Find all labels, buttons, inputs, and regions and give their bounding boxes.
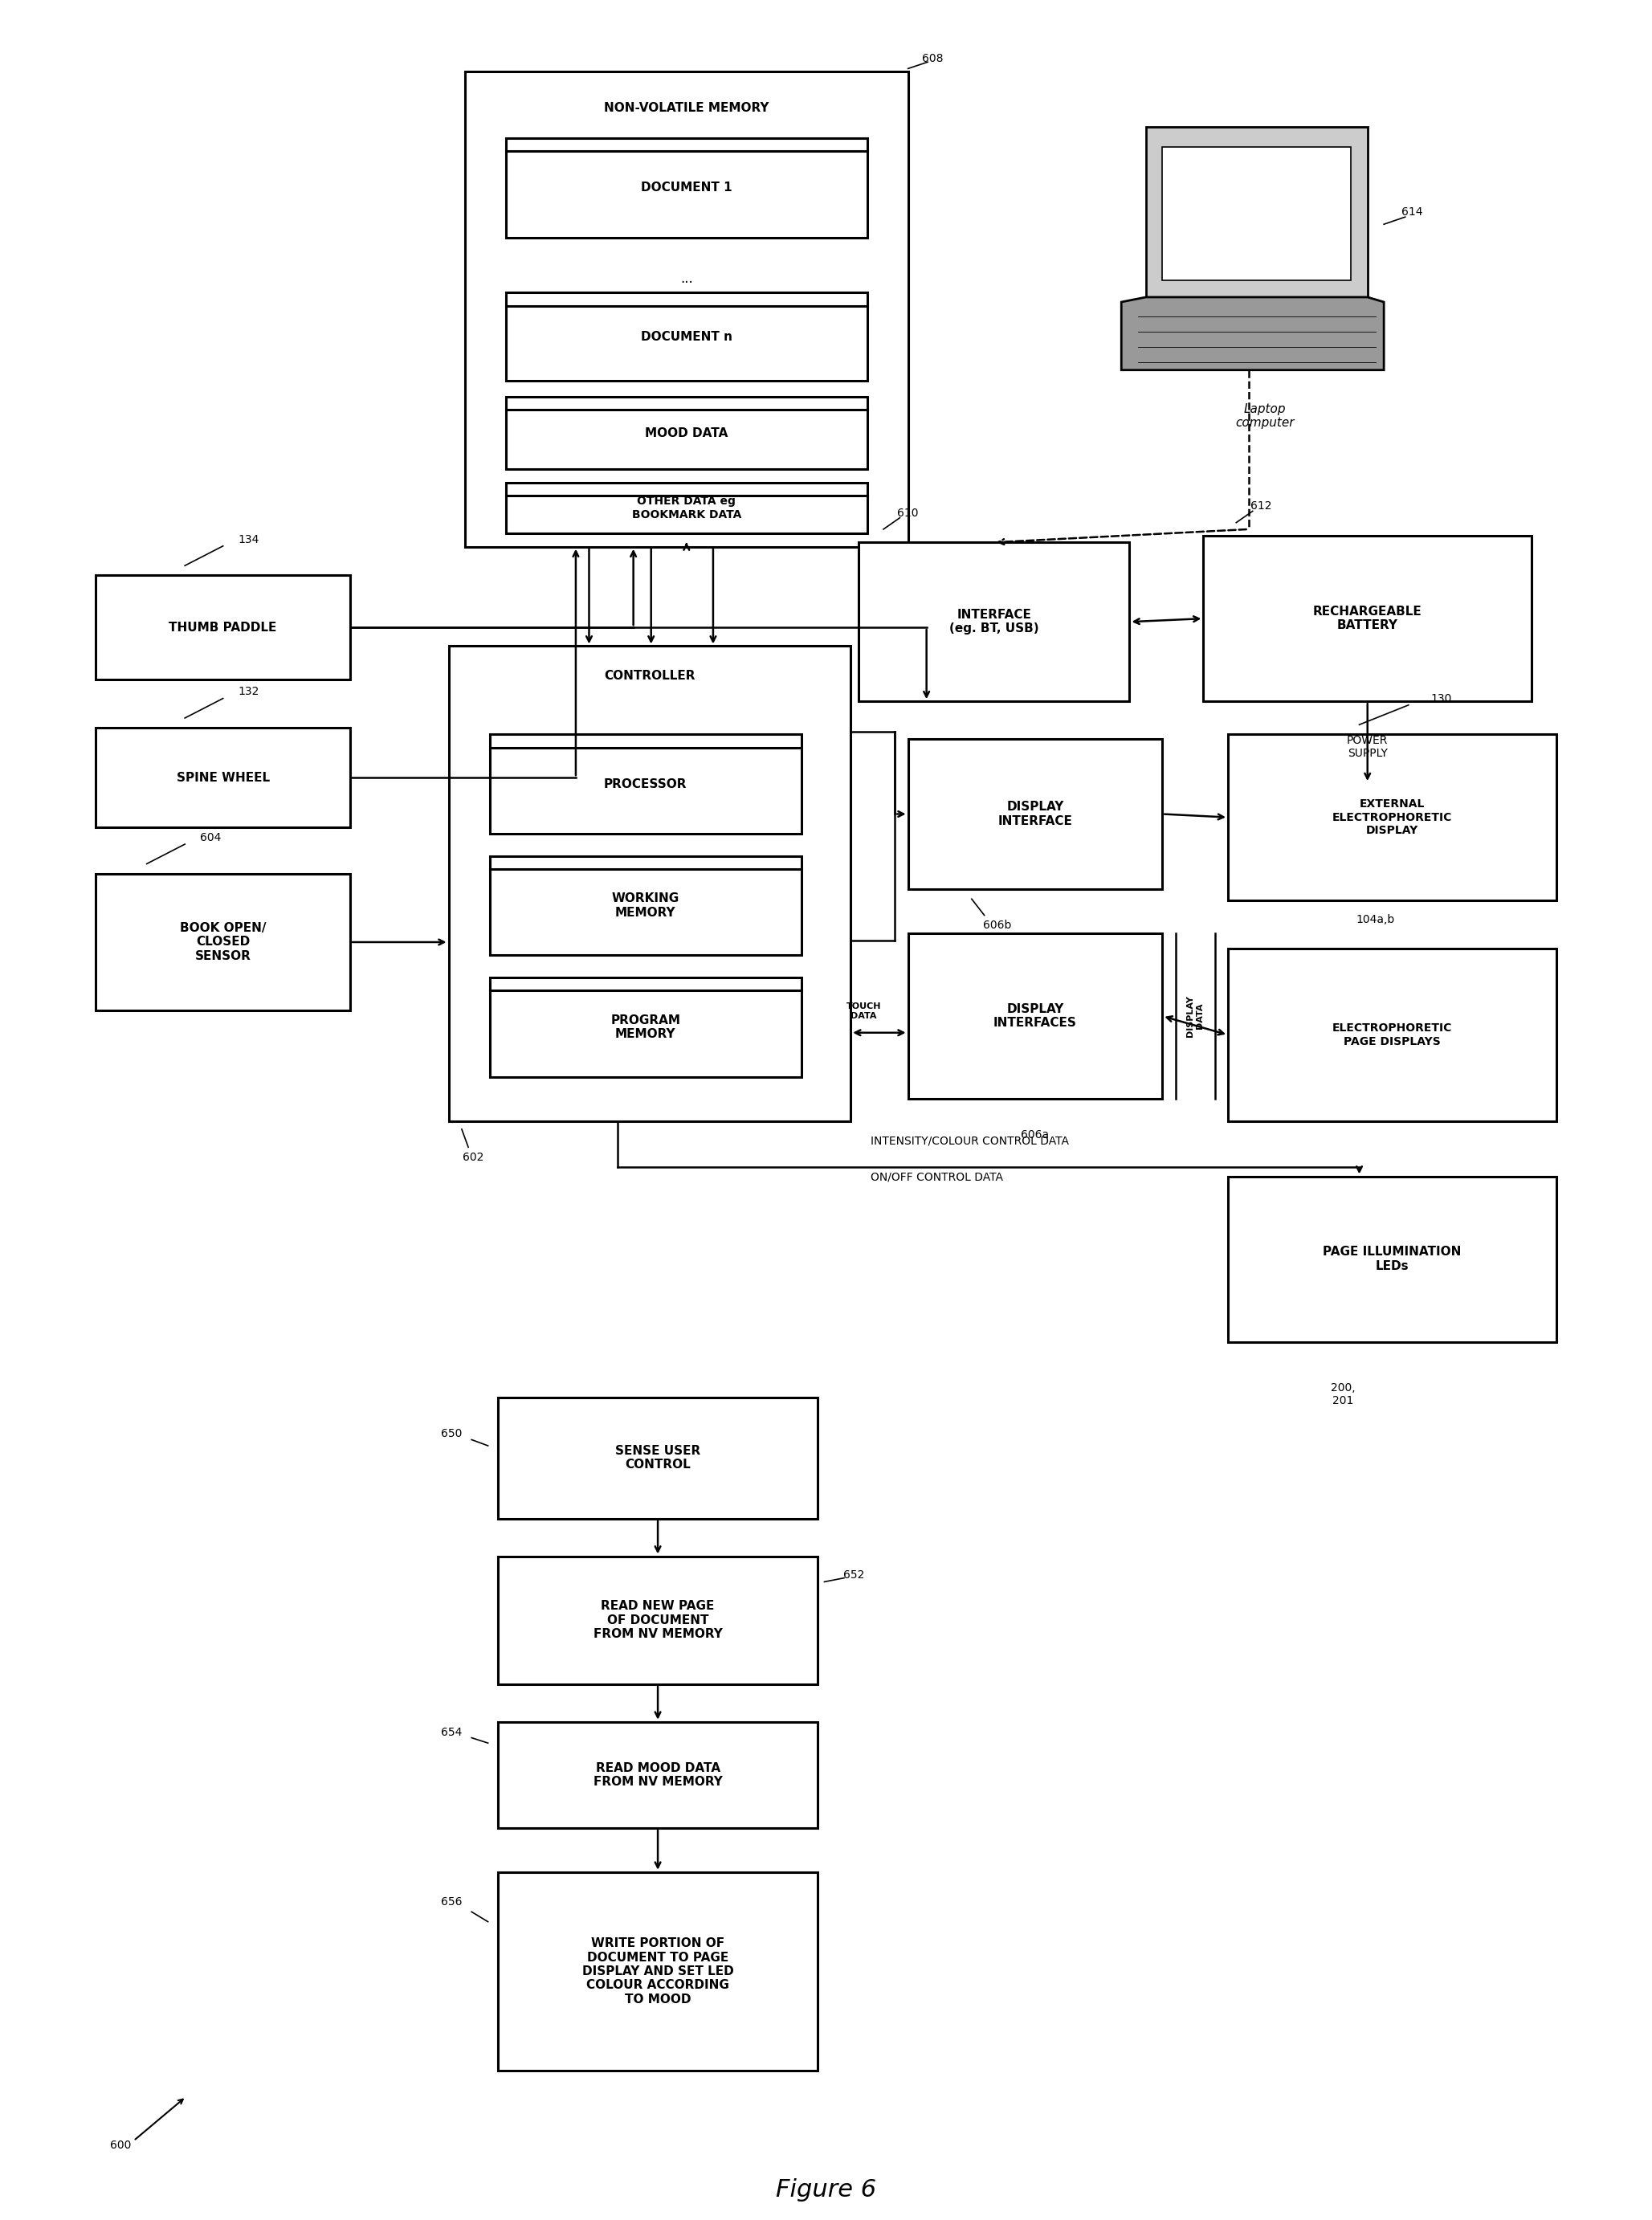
Bar	[1203, 535, 1531, 702]
Text: INTERFACE
(eg. BT, USB): INTERFACE (eg. BT, USB)	[950, 608, 1039, 635]
Text: DISPLAY
INTERFACE: DISPLAY INTERFACE	[998, 801, 1072, 828]
Text: 650: 650	[441, 1427, 463, 1439]
Bar	[506, 138, 867, 238]
Text: DOCUMENT 1: DOCUMENT 1	[641, 182, 732, 193]
Text: 130: 130	[1431, 693, 1452, 704]
Text: 610: 610	[897, 506, 919, 519]
Text: ON/OFF CONTROL DATA: ON/OFF CONTROL DATA	[871, 1172, 1003, 1183]
Text: 656: 656	[441, 1896, 463, 1907]
Text: 600: 600	[109, 2140, 131, 2151]
Text: READ MOOD DATA
FROM NV MEMORY: READ MOOD DATA FROM NV MEMORY	[593, 1763, 722, 1787]
Bar	[489, 977, 801, 1077]
Text: ELECTROPHORETIC
PAGE DISPLAYS: ELECTROPHORETIC PAGE DISPLAYS	[1332, 1023, 1452, 1048]
Text: Figure 6: Figure 6	[776, 2178, 876, 2202]
Bar	[909, 739, 1163, 890]
Text: 606a: 606a	[1021, 1130, 1049, 1141]
Text: INTENSITY/COLOUR CONTROL DATA: INTENSITY/COLOUR CONTROL DATA	[871, 1134, 1069, 1146]
Text: 606b: 606b	[983, 919, 1011, 930]
Text: TOUCH
DATA: TOUCH DATA	[846, 1003, 881, 1019]
Bar	[497, 1556, 818, 1685]
Text: OTHER DATA eg
BOOKMARK DATA: OTHER DATA eg BOOKMARK DATA	[631, 495, 742, 519]
Bar	[464, 71, 909, 546]
Text: 604: 604	[200, 832, 221, 844]
Text: READ NEW PAGE
OF DOCUMENT
FROM NV MEMORY: READ NEW PAGE OF DOCUMENT FROM NV MEMORY	[593, 1601, 722, 1641]
Text: PROGRAM
MEMORY: PROGRAM MEMORY	[611, 1015, 681, 1041]
Text: WRITE PORTION OF
DOCUMENT TO PAGE
DISPLAY AND SET LED
COLOUR ACCORDING
TO MOOD: WRITE PORTION OF DOCUMENT TO PAGE DISPLA…	[582, 1938, 733, 2005]
Bar	[449, 646, 851, 1121]
Text: 654: 654	[441, 1727, 463, 1738]
Text: DISPLAY
INTERFACES: DISPLAY INTERFACES	[993, 1003, 1077, 1030]
Text: BOOK OPEN/
CLOSED
SENSOR: BOOK OPEN/ CLOSED SENSOR	[180, 921, 266, 961]
Bar	[489, 857, 801, 955]
Text: Laptop
computer: Laptop computer	[1236, 402, 1295, 428]
Text: RECHARGEABLE
BATTERY: RECHARGEABLE BATTERY	[1313, 606, 1422, 630]
Bar	[489, 735, 801, 835]
Polygon shape	[1122, 297, 1384, 371]
Text: THUMB PADDLE: THUMB PADDLE	[169, 622, 278, 633]
Bar	[497, 1871, 818, 2071]
Text: 652: 652	[843, 1570, 864, 1581]
Text: 608: 608	[922, 53, 943, 64]
Text: ...: ...	[681, 271, 692, 286]
Text: DOCUMENT n: DOCUMENT n	[641, 331, 732, 342]
Text: 614: 614	[1401, 206, 1422, 218]
Text: NON-VOLATILE MEMORY: NON-VOLATILE MEMORY	[605, 102, 770, 113]
Text: 200,
201: 200, 201	[1330, 1383, 1355, 1407]
Text: EXTERNAL
ELECTROPHORETIC
DISPLAY: EXTERNAL ELECTROPHORETIC DISPLAY	[1332, 799, 1452, 837]
Bar	[506, 482, 867, 533]
Bar	[497, 1396, 818, 1518]
Bar	[96, 575, 350, 679]
Text: WORKING
MEMORY: WORKING MEMORY	[611, 892, 679, 919]
Bar	[859, 542, 1130, 702]
Bar	[96, 875, 350, 1010]
Text: CONTROLLER: CONTROLLER	[605, 670, 695, 682]
Bar	[1227, 1177, 1556, 1341]
Polygon shape	[1146, 127, 1368, 297]
Bar	[506, 293, 867, 382]
Text: PROCESSOR: PROCESSOR	[605, 779, 687, 790]
Bar	[96, 728, 350, 828]
Bar	[497, 1723, 818, 1827]
Bar	[1227, 735, 1556, 899]
Text: SENSE USER
CONTROL: SENSE USER CONTROL	[615, 1445, 700, 1472]
Bar	[506, 397, 867, 468]
Bar	[1227, 948, 1556, 1121]
Polygon shape	[1163, 147, 1351, 280]
Text: POWER
SUPPLY: POWER SUPPLY	[1346, 735, 1388, 759]
Text: PAGE ILLUMINATION
LEDs: PAGE ILLUMINATION LEDs	[1323, 1245, 1462, 1272]
Text: DISPLAY
DATA: DISPLAY DATA	[1186, 995, 1204, 1037]
Text: 134: 134	[238, 533, 259, 546]
Text: 132: 132	[238, 686, 259, 697]
Bar	[909, 932, 1163, 1099]
Text: SPINE WHEEL: SPINE WHEEL	[177, 773, 269, 784]
Text: MOOD DATA: MOOD DATA	[644, 426, 729, 440]
Text: 612: 612	[1251, 502, 1272, 513]
Text: 104a,b: 104a,b	[1356, 915, 1394, 926]
Text: 602: 602	[463, 1152, 484, 1163]
